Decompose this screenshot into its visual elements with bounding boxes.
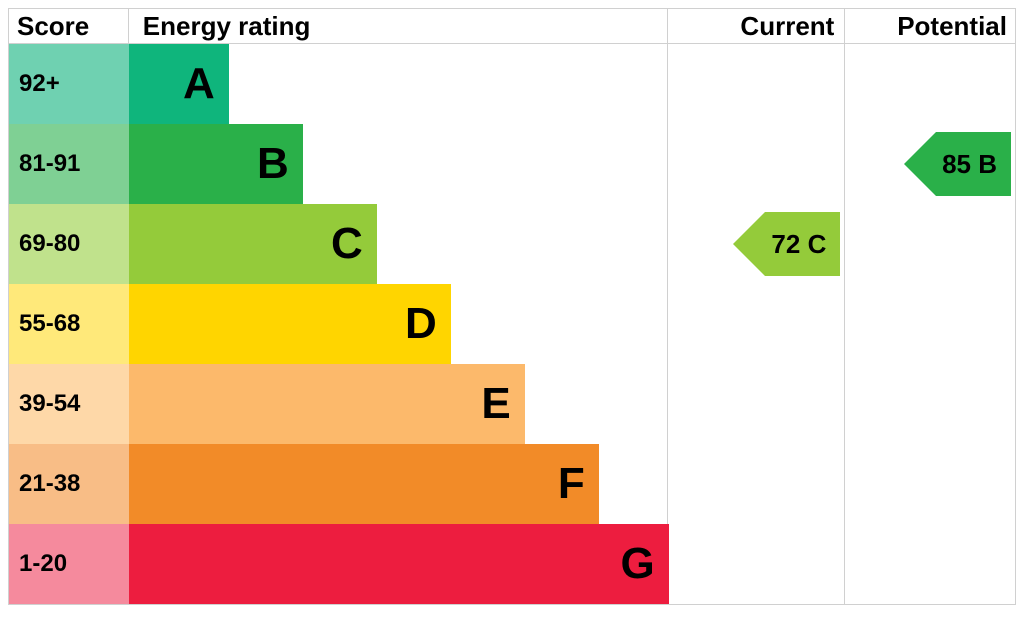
current-cell [668, 44, 846, 124]
bar-area: C [129, 204, 668, 284]
score-range: 69-80 [9, 204, 129, 284]
band-row-a: 92+ A [9, 44, 1015, 124]
potential-cell [845, 204, 1015, 284]
header-rating: Energy rating [129, 9, 668, 43]
arrow-label: 72 C [765, 212, 840, 276]
bar-area: D [129, 284, 668, 364]
rating-bar-g: G [129, 524, 669, 604]
band-row-b: 81-91 B 85 B [9, 124, 1015, 204]
score-range: 21-38 [9, 444, 129, 524]
bar-area: G [129, 524, 668, 604]
arrow-tip-icon [733, 212, 765, 276]
band-row-c: 69-80 C 72 C [9, 204, 1015, 284]
potential-cell [845, 44, 1015, 124]
rating-bar-e: E [129, 364, 525, 444]
current-cell [668, 284, 846, 364]
potential-cell [845, 364, 1015, 444]
rating-bar-a: A [129, 44, 229, 124]
header-score: Score [9, 9, 129, 43]
bar-area: B [129, 124, 668, 204]
header-potential: Potential [845, 9, 1015, 43]
rating-bar-d: D [129, 284, 451, 364]
arrow-label: 85 B [936, 132, 1011, 196]
rating-rows: 92+ A 81-91 B 85 B 69-80 C [8, 44, 1016, 605]
header-current: Current [668, 9, 846, 43]
potential-cell [845, 524, 1015, 604]
header-row: Score Energy rating Current Potential [8, 8, 1016, 44]
energy-rating-chart: Score Energy rating Current Potential 92… [8, 8, 1016, 605]
bar-area: E [129, 364, 668, 444]
score-range: 1-20 [9, 524, 129, 604]
score-range: 81-91 [9, 124, 129, 204]
rating-bar-b: B [129, 124, 303, 204]
score-range: 92+ [9, 44, 129, 124]
current-cell [668, 364, 846, 444]
band-row-d: 55-68 D [9, 284, 1015, 364]
arrow-tip-icon [904, 132, 936, 196]
band-row-f: 21-38 F [9, 444, 1015, 524]
rating-bar-c: C [129, 204, 377, 284]
potential-cell [845, 444, 1015, 524]
score-range: 55-68 [9, 284, 129, 364]
rating-bar-f: F [129, 444, 599, 524]
potential-cell [845, 284, 1015, 364]
band-row-g: 1-20 G [9, 524, 1015, 604]
score-range: 39-54 [9, 364, 129, 444]
potential-arrow: 85 B [904, 132, 1011, 196]
potential-cell: 85 B [845, 124, 1015, 204]
bar-area: A [129, 44, 668, 124]
bar-area: F [129, 444, 668, 524]
current-cell: 72 C [668, 204, 846, 284]
current-cell [668, 444, 846, 524]
current-arrow: 72 C [733, 212, 840, 276]
band-row-e: 39-54 E [9, 364, 1015, 444]
current-cell [668, 124, 846, 204]
current-cell [668, 524, 846, 604]
